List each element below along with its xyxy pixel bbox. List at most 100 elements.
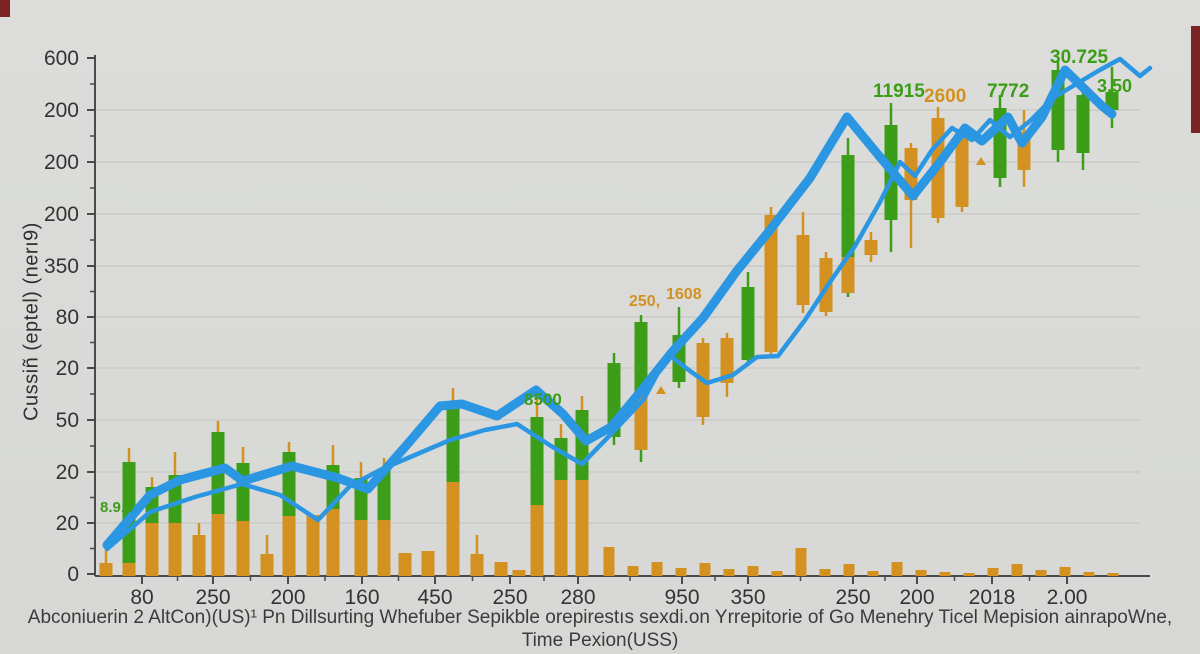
y-tick-label: 80 xyxy=(56,306,79,329)
value-annotation: 8.9.5 xyxy=(100,499,133,516)
candle-body-down xyxy=(236,521,250,576)
volume-bar xyxy=(915,570,927,576)
candle-body-down xyxy=(282,516,296,576)
x-tick-label: 450 xyxy=(417,586,452,609)
y-axis-title: Cussiñ (eptel) (nerı9) xyxy=(20,222,43,421)
x-tick-label: 2.00 xyxy=(1047,586,1088,609)
candle-body-up xyxy=(530,417,544,505)
volume-bar xyxy=(867,571,879,576)
x-tick-label: 250 xyxy=(195,586,230,609)
x-tick-label: 200 xyxy=(899,586,934,609)
volume-bar xyxy=(747,566,759,576)
candle-body-up xyxy=(1105,92,1119,110)
artifact-mark-top-left xyxy=(0,0,10,17)
x-tick-label: 2018 xyxy=(969,586,1016,609)
x-tick-label: 250 xyxy=(835,586,870,609)
volume-bar xyxy=(627,566,639,576)
volume-bar xyxy=(891,562,903,576)
candle-body-down xyxy=(211,514,225,576)
y-tick-label: 20 xyxy=(56,512,79,535)
candle-body-down xyxy=(530,505,544,576)
candle-body-up xyxy=(377,470,391,520)
candle-body-up xyxy=(446,402,460,482)
volume-bar xyxy=(675,568,687,576)
candle-body-up xyxy=(122,462,136,563)
candle-body-down xyxy=(192,535,206,576)
x-tick-label: 950 xyxy=(664,586,699,609)
triangle-marker xyxy=(656,386,666,394)
candle-body-down xyxy=(168,523,182,576)
artifact-mark-right-edge xyxy=(1191,26,1200,133)
volume-bar xyxy=(771,571,783,576)
candle-body-down xyxy=(494,562,508,576)
candle-body-down xyxy=(398,553,412,576)
ma-thin-line xyxy=(104,56,1153,552)
candle-body-down xyxy=(764,215,778,352)
y-tick-label: 600 xyxy=(44,47,79,70)
candle-body-down xyxy=(864,240,878,255)
chart-caption: Abconiuerin 2 AltCon)(US)¹ Pn Dillsurtin… xyxy=(0,606,1200,652)
candle-body-down xyxy=(575,480,589,576)
candle-body-down xyxy=(377,520,391,576)
value-annotation: 2600 xyxy=(924,86,966,107)
y-tick-label: 200 xyxy=(44,151,79,174)
volume-bar xyxy=(1035,570,1047,576)
volume-bar xyxy=(603,547,615,576)
value-annotation: 30.725 xyxy=(1050,47,1109,68)
volume-bar xyxy=(843,564,855,576)
caption-line-2: Time Pexion(USS) xyxy=(521,630,679,651)
candle-body-down xyxy=(421,551,435,576)
y-tick-label: 0 xyxy=(67,563,79,586)
candle-body-down xyxy=(122,563,136,576)
candle-body-down xyxy=(306,515,320,576)
candle-body-up xyxy=(236,463,250,521)
volume-bar xyxy=(819,569,831,576)
x-tick-label: 350 xyxy=(730,586,765,609)
value-annotation: 11915 xyxy=(873,81,925,102)
volume-bar xyxy=(795,548,807,576)
candle-body-up xyxy=(634,322,648,393)
volume-bar xyxy=(1107,573,1119,576)
x-tick-label: 160 xyxy=(344,586,379,609)
value-annotation: 7772 xyxy=(987,81,1029,102)
x-tick-label: 280 xyxy=(560,586,595,609)
candle-body-down xyxy=(470,554,484,576)
candle-body-down xyxy=(326,509,340,576)
x-tick-label: 250 xyxy=(492,586,527,609)
candle-body-up xyxy=(554,438,568,480)
x-tick-label: 200 xyxy=(270,586,305,609)
value-annotation: 250, xyxy=(629,293,660,310)
volume-bar xyxy=(651,562,663,576)
value-annotation: 1608 xyxy=(666,286,702,303)
candle-body-down xyxy=(841,257,855,293)
volume-bar xyxy=(723,569,735,576)
y-tick-label: 20 xyxy=(56,357,79,380)
candle-body-up xyxy=(1076,95,1090,153)
candle-body-down xyxy=(99,563,113,576)
value-annotation: 3.50 xyxy=(1097,76,1132,96)
volume-bar xyxy=(987,568,999,576)
x-tick-label: 80 xyxy=(130,586,153,609)
triangle-marker xyxy=(976,157,986,165)
y-tick-label: 200 xyxy=(44,203,79,226)
candle-body-down xyxy=(955,135,969,207)
candle-body-down xyxy=(512,570,526,576)
volume-bar xyxy=(1011,564,1023,576)
value-annotation: 8500 xyxy=(524,390,562,409)
y-tick-label: 20 xyxy=(56,461,79,484)
candle-body-down xyxy=(720,338,734,383)
ma-thick-line xyxy=(102,65,1117,550)
caption-line-1: Abconiuerin 2 AltCon)(US)¹ Pn Dillsurtin… xyxy=(27,607,1173,628)
candle-body-down xyxy=(446,482,460,576)
candle-body-down xyxy=(354,520,368,576)
candle-body-down xyxy=(796,235,810,305)
candle-body-up xyxy=(741,287,755,360)
candle-body-down xyxy=(554,480,568,576)
y-tick-label: 350 xyxy=(44,255,79,278)
volume-bar xyxy=(699,563,711,576)
candle-body-up xyxy=(841,155,855,257)
y-tick-label: 200 xyxy=(44,99,79,122)
y-tick-label: 50 xyxy=(56,409,79,432)
